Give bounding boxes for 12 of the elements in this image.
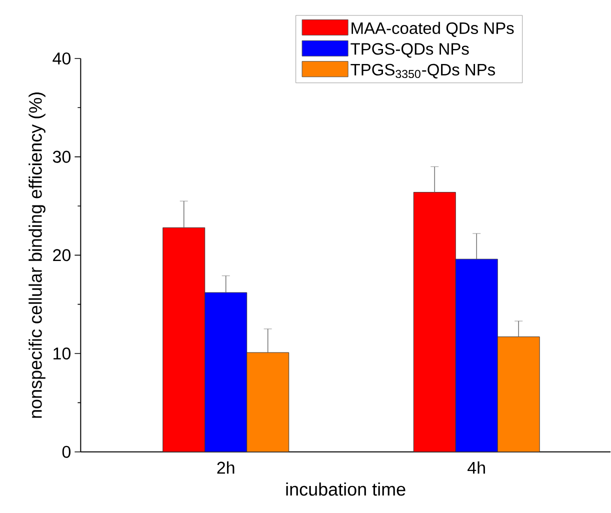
y-axis-title: nonspecific cellular binding efficiency (%) bbox=[28, 92, 46, 418]
x-tick-label: 4h bbox=[468, 461, 485, 474]
x-axis-title: incubation time bbox=[286, 482, 406, 496]
legend-label: TPGS-QDs NPs bbox=[350, 43, 469, 58]
x-tick-label: 2h bbox=[217, 461, 234, 474]
legend-label: TPGS$_{3350}$-QDs NPs bbox=[350, 64, 495, 79]
y-tick-label: 40 bbox=[52, 52, 70, 65]
y-tick-label: 30 bbox=[52, 150, 70, 163]
y-tick-label: 0 bbox=[62, 446, 70, 458]
y-tick-label: 10 bbox=[54, 348, 70, 360]
legend-label: MAA-coated QDs NPs bbox=[352, 22, 514, 38]
y-tick-label: 20 bbox=[53, 249, 70, 262]
